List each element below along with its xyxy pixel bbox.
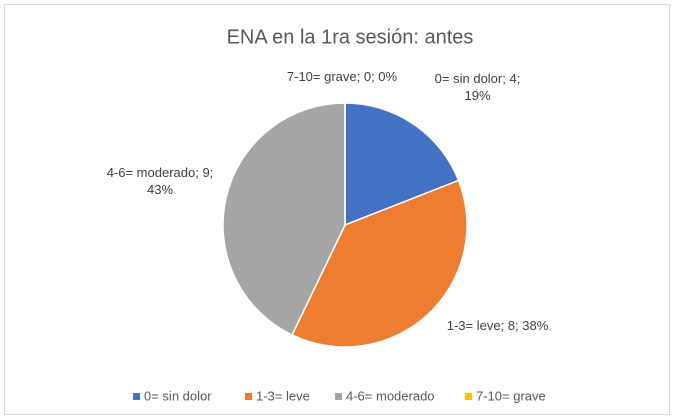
legend-label: 4-6= moderado xyxy=(346,388,435,403)
data-label: 4-6= moderado; 9; 43% xyxy=(106,165,214,197)
legend-swatch xyxy=(245,393,252,400)
legend-swatch xyxy=(133,393,140,400)
chart-title: ENA en la 1ra sesión: antes xyxy=(227,26,474,48)
data-label: 0= sin dolor; 4; 19% xyxy=(434,71,521,103)
data-label: 1-3= leve; 8; 38% xyxy=(446,318,549,333)
legend-label: 1-3= leve xyxy=(256,388,310,403)
data-label: 7-10= grave; 0; 0% xyxy=(286,69,398,84)
pie-slice xyxy=(222,102,346,336)
pie-slice xyxy=(291,179,468,348)
pie-slice xyxy=(344,102,460,227)
legend-swatch xyxy=(335,393,342,400)
legend-label: 0= sin dolor xyxy=(144,388,212,403)
legend-label: 7-10= grave xyxy=(476,388,546,403)
legend-swatch xyxy=(465,393,472,400)
